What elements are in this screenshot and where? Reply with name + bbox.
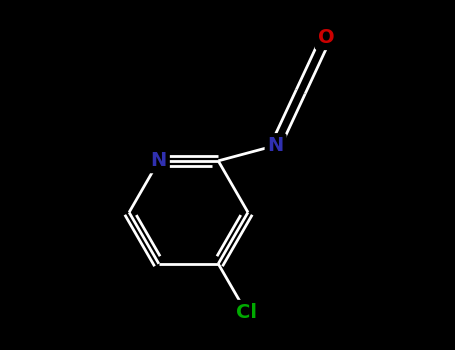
Text: O: O <box>318 28 334 47</box>
Text: N: N <box>268 136 284 155</box>
Text: Cl: Cl <box>236 303 257 322</box>
Text: N: N <box>151 151 167 170</box>
